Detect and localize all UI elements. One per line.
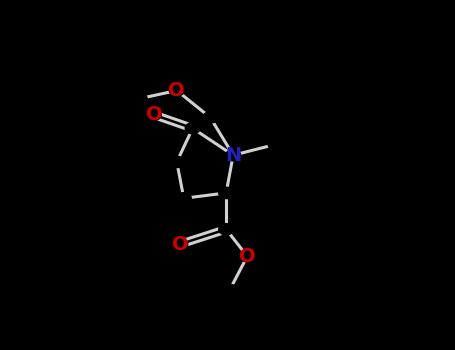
Circle shape bbox=[240, 251, 255, 262]
Circle shape bbox=[203, 112, 217, 123]
Circle shape bbox=[173, 238, 188, 250]
Circle shape bbox=[219, 224, 233, 235]
Circle shape bbox=[147, 109, 161, 120]
Text: O: O bbox=[239, 247, 256, 266]
Circle shape bbox=[177, 193, 191, 204]
Circle shape bbox=[222, 284, 237, 296]
Text: N: N bbox=[225, 146, 241, 165]
Text: O: O bbox=[172, 234, 189, 254]
Text: O: O bbox=[168, 81, 185, 100]
Circle shape bbox=[185, 122, 200, 134]
Circle shape bbox=[132, 93, 147, 104]
Circle shape bbox=[268, 139, 283, 150]
Text: O: O bbox=[146, 105, 162, 124]
Circle shape bbox=[226, 149, 241, 161]
Circle shape bbox=[219, 187, 233, 198]
Circle shape bbox=[169, 156, 184, 168]
Circle shape bbox=[169, 85, 184, 96]
